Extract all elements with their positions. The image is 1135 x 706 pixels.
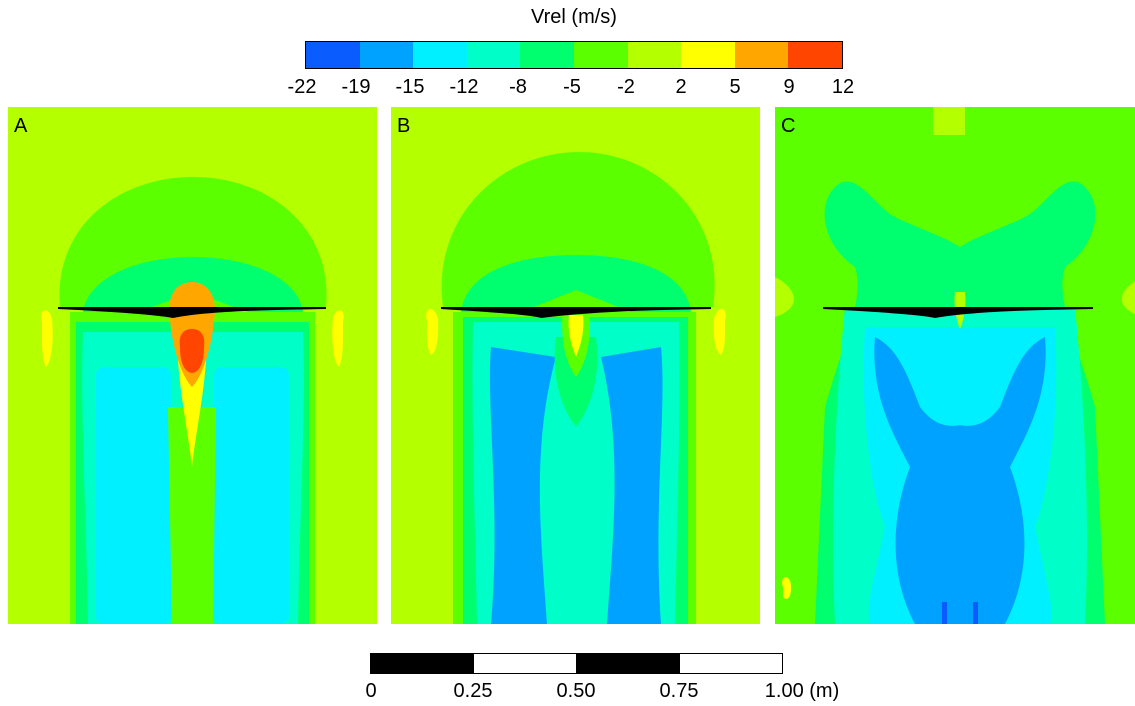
contour-field-c bbox=[775, 107, 1135, 624]
center-streak bbox=[168, 407, 216, 624]
edge-spot bbox=[782, 577, 792, 599]
airfoil-a bbox=[58, 307, 326, 318]
colorbar-segment bbox=[466, 42, 521, 68]
wake-dome-inner bbox=[461, 255, 691, 312]
colorbar-tick: -12 bbox=[449, 76, 479, 98]
colorbar-tick: 5 bbox=[729, 76, 741, 98]
scale-bar-tick: 0.50 bbox=[556, 680, 596, 702]
top-patch bbox=[933, 107, 965, 135]
colorbar-segment bbox=[627, 42, 682, 68]
colorbar-title: Vrel (m/s) bbox=[531, 6, 617, 28]
panel-label-b: B bbox=[397, 115, 411, 137]
colorbar-segment bbox=[573, 42, 628, 68]
side-patch-left bbox=[775, 277, 794, 317]
wake-lobe-right bbox=[214, 367, 289, 624]
hub-wake bbox=[554, 337, 598, 427]
scale-bar-ticks: 0 0.25 0.50 0.75 1.00 (m) bbox=[0, 680, 1135, 704]
colorbar-segment bbox=[306, 42, 360, 68]
colorbar-segment bbox=[734, 42, 789, 68]
side-patch-right bbox=[1122, 281, 1135, 314]
colorbar-segment bbox=[681, 42, 735, 68]
tip-vortex-right bbox=[332, 310, 344, 367]
scale-bar-segment bbox=[576, 654, 679, 673]
scale-bar-segment bbox=[679, 654, 782, 673]
colorbar-segment bbox=[520, 42, 574, 68]
airfoil-b bbox=[441, 307, 711, 318]
colorbar bbox=[305, 41, 843, 69]
scale-bar-segment bbox=[371, 654, 473, 673]
streak-left bbox=[942, 602, 947, 624]
colorbar-tick: 2 bbox=[675, 76, 687, 98]
airfoil-c bbox=[823, 307, 1093, 318]
colorbar-tick: -19 bbox=[341, 76, 371, 98]
colorbar-tick: 9 bbox=[783, 76, 795, 98]
tip-vortex-right bbox=[713, 308, 726, 355]
panel-label-a: A bbox=[14, 115, 28, 137]
tip-vortex-left bbox=[41, 310, 53, 367]
colorbar-segment bbox=[359, 42, 414, 68]
scale-bar bbox=[370, 653, 783, 674]
tip-vortex-left bbox=[426, 308, 439, 355]
contour-panel-c: C bbox=[775, 107, 1135, 624]
streak-right bbox=[973, 602, 978, 624]
scale-bar-tick: 1.00 (m) bbox=[764, 680, 840, 702]
scale-bar-segment bbox=[473, 654, 576, 673]
colorbar-tick: -8 bbox=[509, 76, 527, 98]
contour-panel-a: A bbox=[8, 107, 377, 624]
wake-lobe bbox=[874, 337, 1046, 624]
scale-bar-tick: 0 bbox=[365, 680, 377, 702]
colorbar-segment bbox=[413, 42, 467, 68]
contour-field-b bbox=[391, 107, 760, 624]
hub-jet bbox=[568, 315, 584, 357]
scale-bar-tick: 0.25 bbox=[453, 680, 493, 702]
scale-bar-tick: 0.75 bbox=[659, 680, 699, 702]
colorbar-tick: -15 bbox=[395, 76, 425, 98]
wake-lobe-right bbox=[601, 347, 663, 624]
colorbar-segment bbox=[788, 42, 842, 68]
colorbar-tick: -22 bbox=[287, 76, 317, 98]
colorbar-tick: -2 bbox=[617, 76, 635, 98]
colorbar-tick-labels: -22 -19 -15 -12 -8 -5 -2 2 5 9 12 bbox=[0, 76, 1135, 100]
wake-lobe-left bbox=[489, 347, 556, 624]
contour-panel-b: B bbox=[391, 107, 760, 624]
wake-lobe-left bbox=[96, 367, 171, 624]
contour-field-a bbox=[8, 107, 377, 624]
colorbar-tick: 12 bbox=[831, 76, 855, 98]
colorbar-tick: -5 bbox=[563, 76, 581, 98]
panel-label-c: C bbox=[781, 115, 796, 137]
hub-jet-max bbox=[179, 329, 205, 373]
